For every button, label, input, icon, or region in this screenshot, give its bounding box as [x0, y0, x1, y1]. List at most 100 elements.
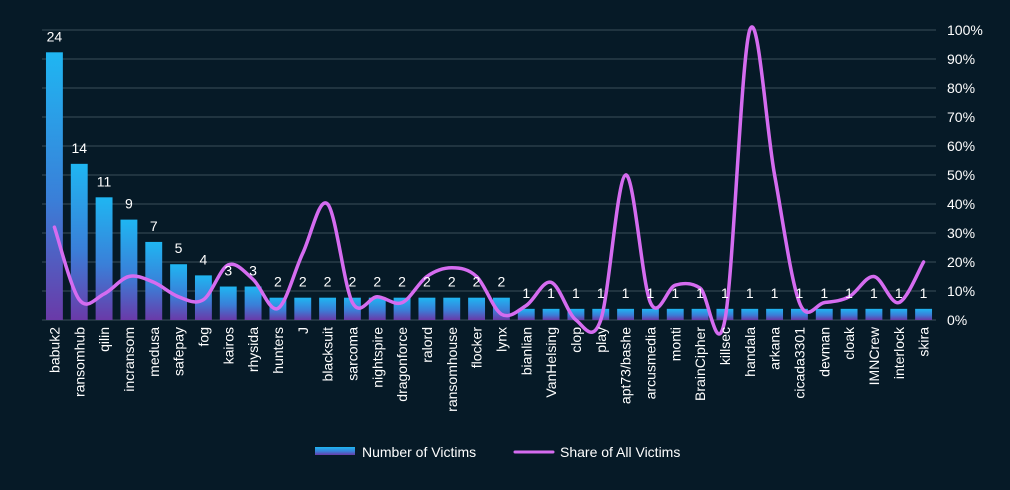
bar-value-label: 1 [845, 285, 853, 301]
x-tick-label: apt73/bashe [618, 327, 634, 404]
x-tick-label: killsec [717, 327, 733, 365]
x-tick-label: medusa [146, 327, 162, 377]
bar-value-label: 9 [125, 196, 133, 212]
bar-handala [741, 308, 759, 320]
bar-flocker [468, 297, 486, 320]
y-tick-label: 70% [947, 109, 975, 125]
bar-rhysida [244, 286, 262, 320]
bar-value-label: 1 [622, 285, 630, 301]
bar-value-label: 2 [448, 274, 456, 290]
bar-value-label: 1 [796, 285, 804, 301]
bar-bianlian [517, 308, 535, 320]
bar-IMNCrew [865, 308, 883, 320]
bar-clop [567, 308, 585, 320]
bar-kairos [219, 286, 237, 320]
x-tick-label: devman [816, 327, 832, 377]
bar-value-label: 2 [349, 274, 357, 290]
bar-interlock [890, 308, 908, 320]
x-tick-label: blacksuit [320, 327, 336, 382]
bar-value-label: 2 [299, 274, 307, 290]
bar-value-label: 3 [249, 263, 257, 279]
bar-value-label: 2 [324, 274, 332, 290]
bar-J [294, 297, 312, 320]
bar-value-label: 1 [746, 285, 754, 301]
bar-BrainCipher [691, 308, 709, 320]
bar-value-label: 1 [895, 285, 903, 301]
share-line-path [52, 25, 926, 336]
bar-value-label: 1 [647, 285, 655, 301]
bar-value-label: 2 [274, 274, 282, 290]
bar-skira [915, 308, 933, 320]
x-tick-label: babuk2 [46, 327, 62, 373]
x-tick-label: ralord [419, 327, 435, 363]
gridlines [42, 29, 936, 321]
bars [45, 52, 933, 321]
bar-value-label: 5 [175, 240, 183, 256]
x-tick-label: safepay [171, 327, 187, 376]
y-tick-label: 40% [947, 196, 975, 212]
x-tick-label: ransomhub [71, 327, 87, 397]
share-line [52, 25, 926, 336]
y-tick-label: 100% [947, 22, 983, 38]
legend-bar-label: Number of Victims [362, 444, 476, 460]
bar-ralord [418, 297, 436, 320]
x-tick-label: handala [742, 327, 758, 377]
x-tick-label: VanHelsing [543, 327, 559, 398]
x-tick-label: incransom [121, 327, 137, 392]
x-tick-label: arkana [767, 327, 783, 370]
x-tick-label: play [593, 327, 609, 353]
y-tick-label: 30% [947, 225, 975, 241]
bar-VanHelsing [542, 308, 560, 320]
x-tick-label: bianlian [518, 327, 534, 375]
x-tick-label: nightspire [369, 327, 385, 388]
bar-value-label: 2 [373, 274, 381, 290]
bar-value-label: 1 [771, 285, 779, 301]
x-tick-label: dragonforce [394, 327, 410, 402]
x-tick-labels: babuk2 ransomhub qilin incransom medusa safep… [46, 326, 931, 412]
bar-value-label: 14 [71, 140, 87, 156]
x-tick-label: sarcoma [344, 327, 360, 381]
bar-arkana [766, 308, 784, 320]
bar-ransomhub [70, 163, 88, 320]
bar-value-label: 1 [696, 285, 704, 301]
y-tick-label: 90% [947, 51, 975, 67]
bar-arcusmedia [641, 308, 659, 320]
bar-value-label: 2 [423, 274, 431, 290]
x-tick-label: ransomhouse [444, 327, 460, 412]
bar-value-label: 1 [572, 285, 580, 301]
x-tick-label: kairos [220, 327, 236, 364]
bar-safepay [170, 264, 188, 320]
y-tick-label: 0% [947, 312, 967, 328]
x-tick-label: fog [195, 327, 211, 346]
bar-value-label: 7 [150, 218, 158, 234]
x-tick-label: IMNCrew [866, 326, 882, 385]
x-tick-label: clop [568, 327, 584, 353]
bar-monti [666, 308, 684, 320]
bar-value-label: 24 [47, 28, 63, 44]
bar-blacksuit [319, 297, 337, 320]
legend-bar-swatch [315, 447, 355, 455]
bar-value-label: 1 [522, 285, 530, 301]
bar-ransomhouse [443, 297, 461, 320]
y-right-tick-labels: 0% 10% 20% 30% 40% 50% 60% 70% 80% 90% 100% [947, 22, 983, 328]
y-tick-label: 80% [947, 80, 975, 96]
y-tick-label: 10% [947, 283, 975, 299]
bar-value-label: 2 [498, 274, 506, 290]
bar-value-label: 1 [721, 285, 729, 301]
y-tick-label: 50% [947, 167, 975, 183]
bar-value-label: 1 [597, 285, 605, 301]
bar-babuk2 [45, 52, 63, 321]
bar-value-label: 1 [920, 285, 928, 301]
y-tick-label: 20% [947, 254, 975, 270]
bar-value-label: 2 [473, 274, 481, 290]
bar-apt73/bashe [617, 308, 635, 320]
bar-value-label: 1 [671, 285, 679, 301]
bar-cloak [840, 308, 858, 320]
x-tick-label: BrainCipher [692, 327, 708, 401]
bar-value-label: 4 [200, 251, 208, 267]
bar-value-label: 1 [820, 285, 828, 301]
x-tick-label: skira [916, 327, 932, 357]
x-tick-label: cicada3301 [791, 327, 807, 399]
bar-value-label: 11 [97, 173, 112, 189]
